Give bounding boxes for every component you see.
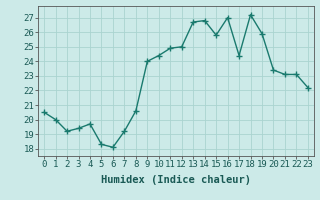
- X-axis label: Humidex (Indice chaleur): Humidex (Indice chaleur): [101, 175, 251, 185]
